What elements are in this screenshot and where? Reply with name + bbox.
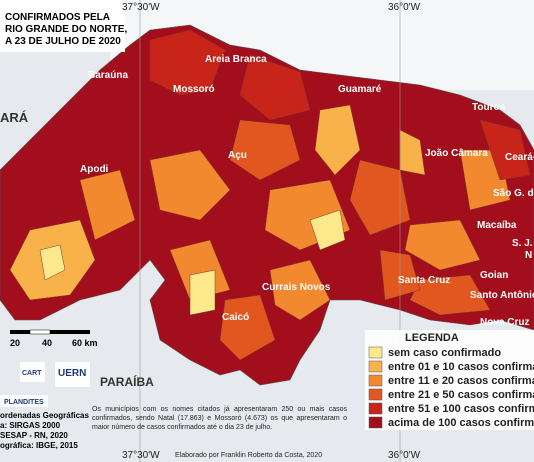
- legend-label: sem caso confirmado: [388, 347, 501, 359]
- municipality: [269, 259, 331, 321]
- legend-label: entre 01 e 10 casos confirma: [388, 361, 534, 373]
- municipality: [149, 149, 231, 221]
- municipality: [239, 54, 311, 121]
- coord-label: 36°0'W: [388, 2, 421, 13]
- logo-text: CART: [22, 370, 42, 377]
- city-label: Guamaré: [338, 84, 382, 95]
- legend-swatch: [368, 416, 383, 429]
- region-label: ARÁ: [0, 110, 29, 125]
- municipality: [349, 159, 411, 236]
- scale-label: 40: [42, 338, 52, 348]
- scale-label: 60 km: [72, 338, 98, 348]
- municipality: [409, 274, 491, 316]
- city-label: Touros: [472, 102, 506, 113]
- city-labels: Baraúna Areia Branca Mossoró Guamaré Touros A…: [80, 54, 534, 328]
- scale-bar: [29, 329, 51, 335]
- title-box: [0, 0, 125, 52]
- municipality: [189, 269, 216, 316]
- city-label: Apodi: [80, 164, 109, 175]
- logo: [55, 362, 90, 387]
- legend: sem caso confirmado entre 01 e 10 casos c…: [368, 346, 534, 429]
- legend-label: entre 11 e 20 casos confirma: [388, 375, 534, 387]
- municipality: [479, 119, 531, 181]
- city-label: Goian: [480, 270, 508, 281]
- legend-box: [365, 330, 534, 430]
- city-label: João Câmara: [425, 148, 488, 159]
- scale-label: 20: [10, 338, 20, 348]
- legend-swatch: [368, 346, 383, 359]
- legend-swatch: [368, 402, 383, 415]
- legend-swatch: [368, 388, 383, 401]
- legend-label: entre 21 e 50 casos confirma: [388, 389, 534, 401]
- coord-label: 37°30'W: [122, 450, 160, 461]
- city-label: N: [525, 250, 532, 261]
- credit: SESAP - RN, 2020: [0, 431, 68, 440]
- city-label: Macaíba: [477, 220, 517, 231]
- municipality: [309, 209, 346, 251]
- municipality: [404, 219, 481, 271]
- title: RIO GRANDE DO NORTE,: [5, 24, 127, 35]
- city-label: Nova Cruz: [480, 317, 529, 328]
- city-label: Santo Antônio: [470, 290, 534, 301]
- note: Os municípios com os nomes citados já ap…: [92, 406, 347, 431]
- title: A 23 DE JULHO DE 2020: [5, 36, 121, 47]
- coord-label: 36°0'W: [388, 450, 421, 461]
- city-label: Caicó: [222, 312, 249, 323]
- city-label: Açu: [228, 150, 247, 161]
- legend-swatch: [368, 360, 383, 373]
- legend-swatch: [368, 374, 383, 387]
- city-label: Baraúna: [88, 70, 128, 81]
- municipality: [314, 104, 361, 176]
- legend-title: LEGENDA: [405, 332, 459, 344]
- city-label: Ceará-: [505, 152, 534, 163]
- legend-label: entre 51 e 100 casos confirm: [388, 403, 534, 415]
- municipality: [229, 119, 301, 181]
- municipalities: [9, 29, 531, 361]
- credit: a: SIRGAS 2000: [0, 421, 61, 430]
- logo: [0, 395, 48, 407]
- municipality: [149, 29, 226, 96]
- city-label: S. J.: [512, 238, 533, 249]
- city-label: Mossoró: [173, 84, 215, 95]
- city-label: São G. do: [493, 188, 534, 199]
- municipality: [219, 294, 276, 361]
- author: Elaborado por Franklin Roberto da Costa,…: [175, 452, 322, 459]
- legend-label: acima de 100 casos confirma: [388, 417, 534, 429]
- credit: ordenadas Geográficas: [0, 411, 89, 420]
- logo-text: PLANDITES: [4, 399, 44, 406]
- title: CONFIRMADOS PELA: [5, 12, 110, 23]
- municipality: [39, 244, 66, 281]
- logo: [20, 362, 45, 382]
- logo-text: UERN: [58, 368, 86, 379]
- city-label: Currais Novos: [262, 282, 331, 293]
- municipality: [79, 169, 136, 241]
- city-label: Santa Cruz: [398, 275, 450, 286]
- city-label: Areia Branca: [205, 54, 267, 65]
- region-label: PARAÍBA: [100, 374, 154, 389]
- credit: ográfica: IBGE, 2015: [0, 441, 78, 450]
- coord-label: 37°30'W: [122, 2, 160, 13]
